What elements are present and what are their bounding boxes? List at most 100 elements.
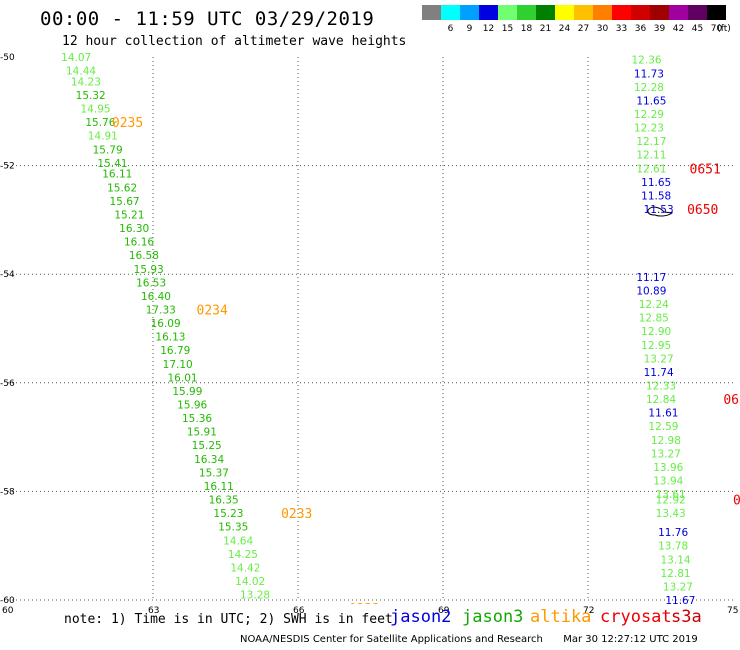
colorbar-swatch <box>707 5 726 20</box>
swh-value: 14.64 <box>223 535 253 547</box>
swh-value: 15.79 <box>93 144 123 156</box>
colorbar-swatch <box>517 5 536 20</box>
swh-value: 14.02 <box>235 576 265 588</box>
swh-value: 13.43 <box>656 508 686 520</box>
swh-value: 16.11 <box>204 481 234 493</box>
swh-value: 12.90 <box>641 326 671 338</box>
page-subtitle: 12 hour collection of altimeter wave hei… <box>62 34 407 49</box>
colorbar-label: 27 <box>577 24 590 34</box>
colorbar-swatch <box>650 5 669 20</box>
colorbar-label: 70 <box>710 24 723 34</box>
lat-tick-label: -56 <box>0 379 15 389</box>
swh-value: 12.24 <box>639 299 669 311</box>
swh-value: 16.35 <box>209 495 239 507</box>
colorbar-label: 36 <box>634 24 647 34</box>
pass-time-label: 0235 <box>112 116 143 131</box>
lat-tick-label: -54 <box>0 270 15 280</box>
swh-value: 13.27 <box>651 448 681 460</box>
colorbar-label: 6 <box>447 24 454 34</box>
credit-organization: NOAA/NESDIS Center for Satellite Applica… <box>240 634 543 645</box>
satellite-legend-jason3: jason3 <box>462 607 524 627</box>
colorbar-label: 33 <box>615 24 628 34</box>
swh-value: 15.23 <box>213 508 243 520</box>
swh-value: 12.17 <box>636 136 666 148</box>
colorbar-label: 39 <box>653 24 666 34</box>
colorbar-label: 30 <box>596 24 609 34</box>
colorbar-swatch <box>688 5 707 20</box>
swh-value: 11.76 <box>658 527 688 539</box>
lon-tick-label: 69 <box>438 606 450 616</box>
swh-value: 14.91 <box>88 131 118 143</box>
swh-value: 16.79 <box>160 345 190 357</box>
swh-value: 15.91 <box>187 427 217 439</box>
pass-time-label: 0232 <box>349 602 380 617</box>
colorbar-label: 15 <box>501 24 514 34</box>
swh-value: 12.29 <box>634 109 664 121</box>
swh-value: 15.76 <box>85 117 115 129</box>
colorbar-swatch <box>479 5 498 20</box>
map-axes: 60 63 66 69 72 75 -50 -52 -54 -56 -58 -60 <box>0 53 738 616</box>
pass-time-label: 0233 <box>281 507 312 522</box>
swh-value: 14.44 <box>66 66 96 78</box>
colorbar-label: 21 <box>539 24 552 34</box>
colorbar-swatch <box>593 5 612 20</box>
swh-value: 12.61 <box>636 163 666 175</box>
swh-value: 13.27 <box>644 353 674 365</box>
swh-value: 12.85 <box>639 313 669 325</box>
colorbar-label: 42 <box>672 24 685 34</box>
swh-value: 11.53 <box>644 204 674 216</box>
swh-value: 10.89 <box>636 285 666 297</box>
lon-tick-label: 60 <box>2 606 14 616</box>
lon-tick-label: 75 <box>727 606 738 616</box>
swh-value: 17.33 <box>146 304 176 316</box>
swh-value: 13.78 <box>658 541 688 553</box>
colorbar-label: 18 <box>520 24 533 34</box>
swh-value: 11.65 <box>641 177 671 189</box>
colorbar-swatch <box>574 5 593 20</box>
lon-tick-label: 72 <box>583 606 594 616</box>
swh-value: 16.01 <box>168 372 198 384</box>
swh-value: 12.92 <box>656 495 686 507</box>
swh-value: 12.84 <box>646 394 676 406</box>
kerguelen-island-shape <box>647 206 674 217</box>
pass-time-label: 0234 <box>197 303 228 318</box>
swh-value: 14.40 <box>699 636 729 648</box>
swh-value: 15.93 <box>134 264 164 276</box>
satellite-legend-cryosat: cryosat <box>600 607 672 627</box>
pass-time-label: 0650 <box>687 203 718 218</box>
pass-time-label: 0651 <box>690 162 721 177</box>
swh-value: 11.61 <box>648 408 678 420</box>
swh-value: 13.61 <box>656 489 686 501</box>
swh-value: 16.11 <box>102 169 132 181</box>
swh-value: 12.36 <box>632 55 662 67</box>
swh-value: 11.65 <box>636 95 666 107</box>
lat-tick-label: -52 <box>0 162 15 172</box>
pass-time-label: 065 <box>723 393 740 408</box>
swh-value: 11.58 <box>641 190 671 202</box>
swh-value: 14.07 <box>61 52 91 64</box>
lon-tick-label: 63 <box>148 606 159 616</box>
colorbar-swatch <box>612 5 631 20</box>
colorbar-swatch <box>536 5 555 20</box>
swh-value: 15.62 <box>107 182 137 194</box>
colorbar-swatch <box>631 5 650 20</box>
colorbar-label: 9 <box>466 24 473 34</box>
swh-value: 16.30 <box>119 223 149 235</box>
swh-value: 16.09 <box>151 318 181 330</box>
swh-value: 15.96 <box>177 400 207 412</box>
swh-value: 15.25 <box>192 440 222 452</box>
swh-value: 14.95 <box>81 104 111 116</box>
swh-value: 12.28 <box>634 82 664 94</box>
colorbar-swatch <box>422 5 441 20</box>
swh-value: 13.14 <box>661 554 691 566</box>
swh-value: 12.95 <box>641 340 671 352</box>
swh-value: 14.25 <box>228 549 258 561</box>
swh-value: 16.40 <box>141 291 171 303</box>
lat-tick-label: -60 <box>0 596 15 606</box>
swh-value: 15.37 <box>199 467 229 479</box>
page-title: 00:00 - 11:59 UTC 03/29/2019 <box>40 8 375 30</box>
colorbar-swatch <box>555 5 574 20</box>
swh-value: 12.59 <box>648 421 678 433</box>
swh-value: 13.94 <box>653 476 683 488</box>
